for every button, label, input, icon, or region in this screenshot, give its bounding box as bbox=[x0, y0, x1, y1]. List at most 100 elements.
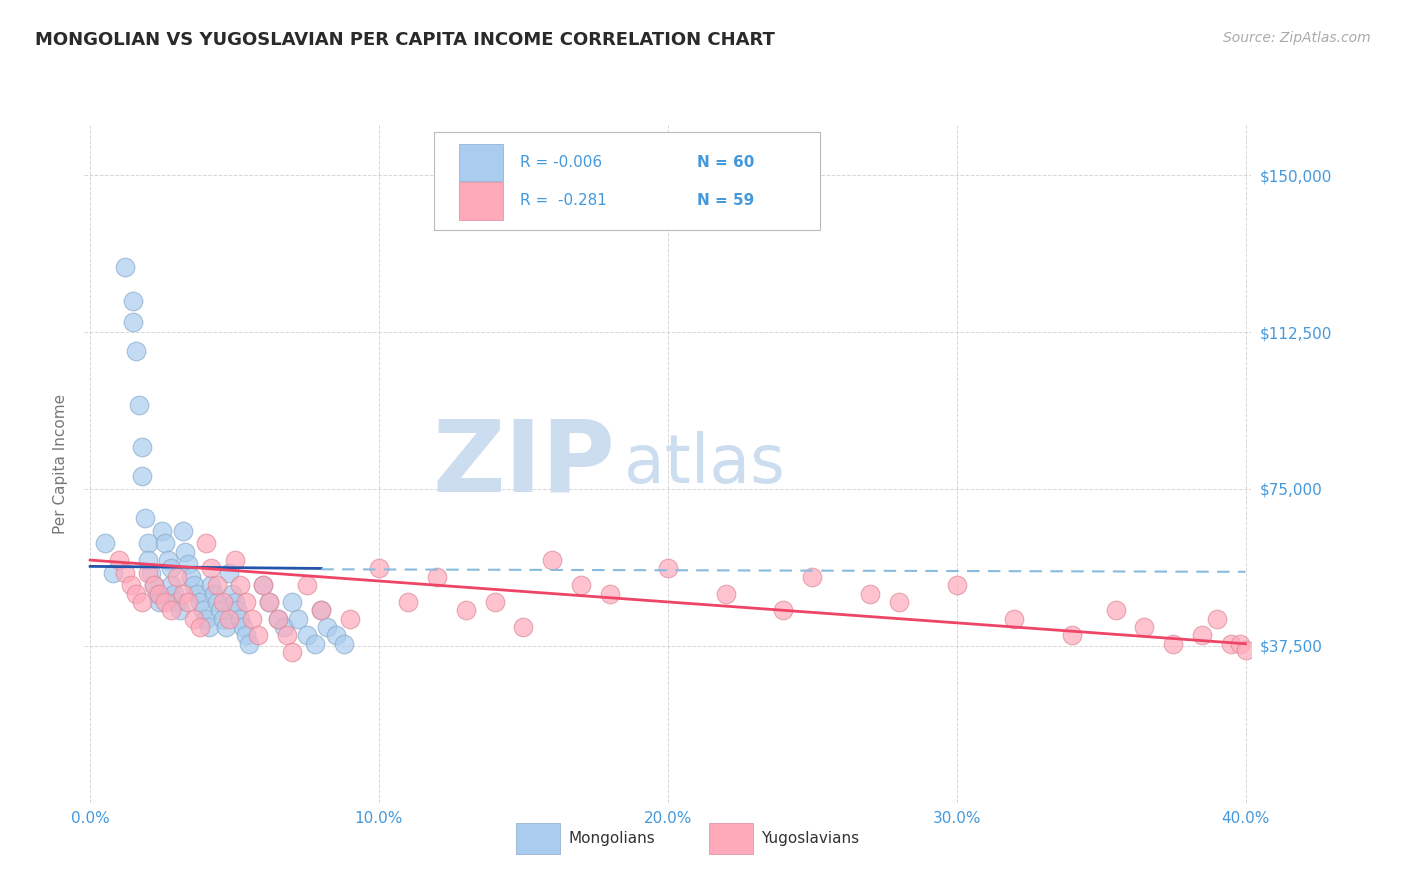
Point bbox=[599, 586, 621, 600]
Point bbox=[224, 595, 246, 609]
Point bbox=[257, 595, 280, 609]
FancyBboxPatch shape bbox=[458, 182, 503, 219]
Point bbox=[1104, 603, 1126, 617]
Point bbox=[229, 578, 252, 592]
Point bbox=[166, 570, 188, 584]
Point bbox=[207, 595, 229, 609]
Point bbox=[1004, 612, 1026, 626]
Point bbox=[103, 566, 125, 580]
Point bbox=[772, 603, 794, 617]
Point bbox=[125, 586, 148, 600]
Point bbox=[304, 637, 326, 651]
Point bbox=[160, 561, 183, 575]
Point bbox=[207, 578, 229, 592]
Point bbox=[257, 595, 280, 609]
Text: Source: ZipAtlas.com: Source: ZipAtlas.com bbox=[1223, 31, 1371, 45]
Point bbox=[339, 612, 361, 626]
Point bbox=[541, 553, 564, 567]
FancyBboxPatch shape bbox=[434, 132, 820, 230]
Point bbox=[177, 558, 200, 572]
Point bbox=[238, 637, 260, 651]
Text: N = 60: N = 60 bbox=[697, 155, 755, 170]
Point bbox=[316, 620, 339, 634]
Point bbox=[309, 603, 332, 617]
Point bbox=[148, 586, 170, 600]
Point bbox=[276, 628, 298, 642]
FancyBboxPatch shape bbox=[709, 823, 754, 854]
Text: N = 59: N = 59 bbox=[697, 194, 754, 209]
Point bbox=[945, 578, 967, 592]
Point bbox=[183, 578, 205, 592]
Point bbox=[180, 570, 202, 584]
FancyBboxPatch shape bbox=[516, 823, 561, 854]
Text: Yugoslavians: Yugoslavians bbox=[761, 830, 859, 846]
Text: R =  -0.281: R = -0.281 bbox=[520, 194, 606, 209]
Point bbox=[325, 628, 347, 642]
Point bbox=[229, 612, 252, 626]
Y-axis label: Per Capita Income: Per Capita Income bbox=[52, 393, 67, 534]
Point bbox=[1163, 637, 1185, 651]
Point bbox=[155, 595, 177, 609]
Point bbox=[188, 595, 211, 609]
Point bbox=[150, 524, 173, 538]
Point bbox=[657, 561, 679, 575]
Point bbox=[131, 469, 153, 483]
Point bbox=[145, 586, 167, 600]
Text: MONGOLIAN VS YUGOSLAVIAN PER CAPITA INCOME CORRELATION CHART: MONGOLIAN VS YUGOSLAVIAN PER CAPITA INCO… bbox=[35, 31, 775, 49]
Point bbox=[221, 586, 243, 600]
Point bbox=[273, 620, 295, 634]
Point bbox=[232, 620, 254, 634]
Point bbox=[252, 578, 274, 592]
Point bbox=[172, 586, 194, 600]
Point bbox=[131, 595, 153, 609]
Point bbox=[484, 595, 506, 609]
Point bbox=[108, 553, 131, 567]
Point bbox=[1191, 628, 1213, 642]
Point bbox=[174, 545, 197, 559]
Point bbox=[191, 603, 214, 617]
Point bbox=[186, 586, 208, 600]
Point bbox=[1229, 637, 1251, 651]
Point bbox=[194, 612, 217, 626]
Point bbox=[197, 620, 219, 634]
Point bbox=[512, 620, 534, 634]
Point bbox=[396, 595, 419, 609]
Point bbox=[224, 553, 246, 567]
Point bbox=[252, 578, 274, 592]
Point bbox=[569, 578, 592, 592]
Point bbox=[246, 628, 269, 642]
Point bbox=[267, 612, 290, 626]
Point bbox=[114, 260, 136, 275]
Point bbox=[295, 628, 318, 642]
Point bbox=[122, 314, 145, 328]
Point bbox=[226, 603, 249, 617]
Point bbox=[368, 561, 391, 575]
Point bbox=[163, 586, 186, 600]
Point bbox=[155, 536, 177, 550]
Point bbox=[93, 536, 115, 550]
Point bbox=[1133, 620, 1156, 634]
Point bbox=[139, 566, 162, 580]
Point bbox=[200, 578, 222, 592]
Point bbox=[887, 595, 910, 609]
Point bbox=[212, 595, 235, 609]
Point bbox=[131, 440, 153, 454]
Point bbox=[1220, 637, 1243, 651]
Point bbox=[281, 595, 304, 609]
Point bbox=[188, 620, 211, 634]
Point bbox=[209, 603, 232, 617]
Point bbox=[287, 612, 309, 626]
Point bbox=[142, 578, 165, 592]
Point bbox=[859, 586, 882, 600]
Point bbox=[200, 561, 222, 575]
Point bbox=[172, 524, 194, 538]
Point bbox=[148, 595, 170, 609]
Text: R = -0.006: R = -0.006 bbox=[520, 155, 602, 170]
Point bbox=[134, 511, 156, 525]
Point bbox=[122, 293, 145, 308]
Point bbox=[801, 570, 824, 584]
Point bbox=[218, 566, 240, 580]
Point bbox=[166, 595, 188, 609]
Point bbox=[169, 603, 191, 617]
Text: ZIP: ZIP bbox=[433, 416, 616, 512]
